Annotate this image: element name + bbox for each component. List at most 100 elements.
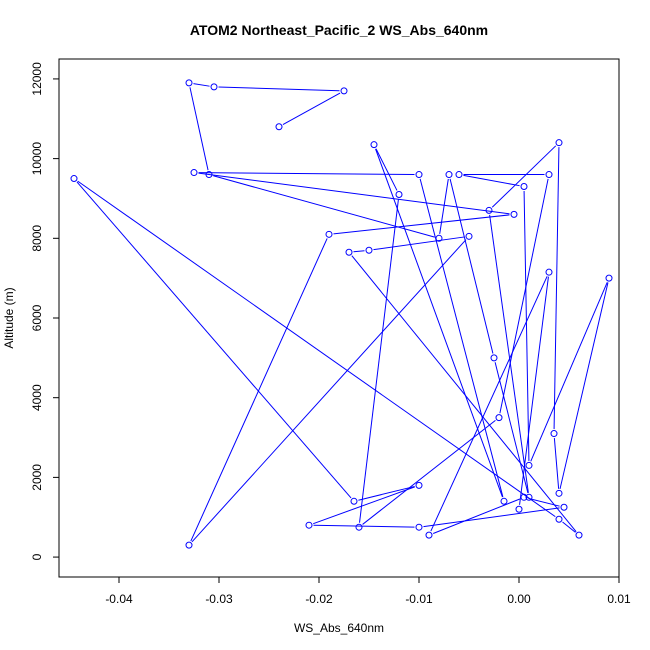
- series-segment: [562, 521, 576, 533]
- data-point: [520, 493, 528, 501]
- data-point: [545, 171, 553, 179]
- x-tick-label: -0.01: [405, 592, 433, 606]
- series-segment: [351, 255, 577, 532]
- series-segment: [432, 498, 521, 534]
- data-point: [555, 489, 563, 497]
- y-tick-label: 2000: [30, 464, 44, 491]
- series-segment: [439, 178, 449, 234]
- series-segment: [358, 485, 415, 501]
- data-point: [415, 523, 423, 531]
- data-point: [325, 230, 333, 238]
- series-segment: [419, 178, 504, 498]
- x-axis-label: WS_Abs_640nm: [294, 621, 384, 635]
- data-point: [525, 461, 533, 469]
- data-point: [185, 541, 193, 549]
- data-point: [340, 87, 348, 95]
- data-point: [365, 246, 373, 254]
- series-segment: [193, 83, 210, 87]
- data-point: [555, 515, 563, 523]
- series-lines: [76, 83, 609, 543]
- series-segment: [519, 276, 549, 505]
- series-segment: [491, 145, 557, 208]
- data-point: [355, 523, 363, 531]
- data-point: [185, 79, 193, 87]
- series-segment: [218, 86, 340, 92]
- series-segment: [553, 147, 560, 430]
- series-segment: [213, 175, 435, 238]
- data-point: [350, 497, 358, 505]
- series-segment: [523, 190, 530, 461]
- y-tick-label: 12000: [30, 62, 44, 96]
- series-segment: [375, 148, 398, 191]
- data-point: [435, 234, 443, 242]
- series-segment: [430, 276, 548, 532]
- x-tick-label: -0.02: [305, 592, 333, 606]
- data-point: [70, 175, 78, 183]
- y-axis: 0 2000 4000 6000 8000 10000 12000: [30, 62, 60, 560]
- data-point: [515, 505, 523, 513]
- series-segment: [530, 282, 608, 462]
- data-point: [555, 139, 563, 147]
- data-point: [395, 190, 403, 198]
- series-segment: [198, 172, 510, 215]
- series-segment: [359, 198, 399, 523]
- data-point: [575, 531, 583, 539]
- series-segment: [282, 92, 341, 126]
- y-tick-label: 0: [30, 553, 44, 560]
- series-segment: [333, 214, 510, 235]
- series-segment: [198, 172, 415, 176]
- y-axis-label: Altitude (m): [2, 287, 16, 348]
- data-point: [500, 497, 508, 505]
- series-segment: [553, 437, 560, 489]
- series-segment: [76, 181, 352, 499]
- data-point: [305, 521, 313, 529]
- series-segment: [313, 486, 415, 525]
- data-point: [415, 481, 423, 489]
- series-segment: [77, 180, 556, 518]
- data-point: [560, 503, 568, 511]
- series-segment: [463, 174, 520, 187]
- series-segment: [528, 497, 560, 507]
- x-tick-label: -0.03: [205, 592, 233, 606]
- data-point: [545, 268, 553, 276]
- series-segment: [499, 178, 549, 414]
- data-point: [205, 171, 213, 179]
- data-point: [455, 171, 463, 179]
- data-point: [445, 171, 453, 179]
- series-segment: [373, 236, 465, 251]
- x-tick-label: 0.00: [507, 592, 531, 606]
- series-segment: [189, 87, 209, 171]
- data-point: [525, 493, 533, 501]
- series-segment: [559, 282, 609, 490]
- series-segment: [494, 362, 529, 494]
- data-point: [345, 248, 353, 256]
- series-segment: [449, 178, 494, 354]
- y-tick-label: 4000: [30, 384, 44, 411]
- series-segment: [313, 524, 415, 528]
- y-tick-label: 6000: [30, 304, 44, 331]
- chart-title: ATOM2 Northeast_Pacific_2 WS_Abs_640nm: [190, 22, 488, 38]
- data-point: [495, 414, 503, 422]
- data-point: [415, 171, 423, 179]
- data-point: [605, 274, 613, 282]
- x-tick-label: -0.04: [105, 592, 133, 606]
- series-segment: [353, 250, 365, 253]
- data-point: [190, 169, 198, 177]
- x-axis: -0.04 -0.03 -0.02 -0.01 0.00 0.01: [105, 576, 631, 606]
- series-segment: [362, 419, 496, 525]
- y-tick-label: 10000: [30, 142, 44, 176]
- series-points: [70, 79, 613, 549]
- series-segment: [423, 507, 560, 528]
- data-point: [520, 183, 528, 191]
- series-segment: [375, 148, 503, 498]
- y-tick-label: 8000: [30, 225, 44, 252]
- data-point: [510, 210, 518, 218]
- plot-frame: [58, 58, 620, 578]
- data-point: [550, 430, 558, 438]
- series-segment: [190, 238, 328, 542]
- x-tick-label: 0.01: [607, 592, 631, 606]
- series-segment: [489, 214, 529, 493]
- data-point: [465, 232, 473, 240]
- data-point: [210, 83, 218, 91]
